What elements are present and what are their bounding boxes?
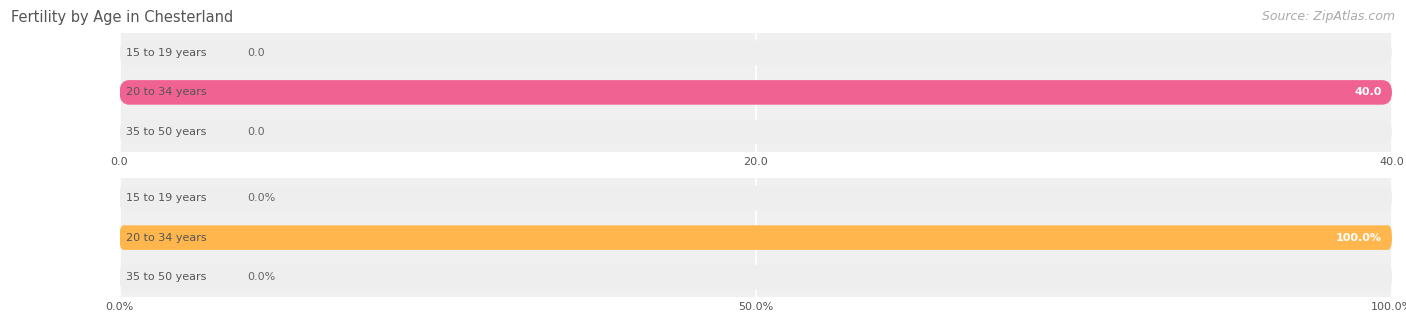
- Text: Source: ZipAtlas.com: Source: ZipAtlas.com: [1261, 10, 1395, 23]
- Text: 0.0: 0.0: [247, 127, 264, 137]
- Text: 20 to 34 years: 20 to 34 years: [127, 233, 207, 243]
- Text: 0.0: 0.0: [247, 48, 264, 58]
- FancyBboxPatch shape: [120, 80, 1392, 105]
- Text: 35 to 50 years: 35 to 50 years: [127, 127, 207, 137]
- FancyBboxPatch shape: [120, 225, 1392, 250]
- FancyBboxPatch shape: [120, 120, 1392, 144]
- Text: 15 to 19 years: 15 to 19 years: [127, 48, 207, 58]
- FancyBboxPatch shape: [120, 41, 1392, 65]
- FancyBboxPatch shape: [120, 265, 1392, 289]
- Text: 0.0%: 0.0%: [247, 193, 276, 203]
- FancyBboxPatch shape: [120, 80, 1392, 105]
- Text: 35 to 50 years: 35 to 50 years: [127, 272, 207, 282]
- Text: 40.0: 40.0: [1354, 87, 1382, 97]
- FancyBboxPatch shape: [120, 186, 1392, 210]
- Text: 100.0%: 100.0%: [1336, 233, 1382, 243]
- Text: 20 to 34 years: 20 to 34 years: [127, 87, 207, 97]
- FancyBboxPatch shape: [120, 225, 1392, 250]
- Text: 0.0%: 0.0%: [247, 272, 276, 282]
- Text: Fertility by Age in Chesterland: Fertility by Age in Chesterland: [11, 10, 233, 25]
- Text: 15 to 19 years: 15 to 19 years: [127, 193, 207, 203]
